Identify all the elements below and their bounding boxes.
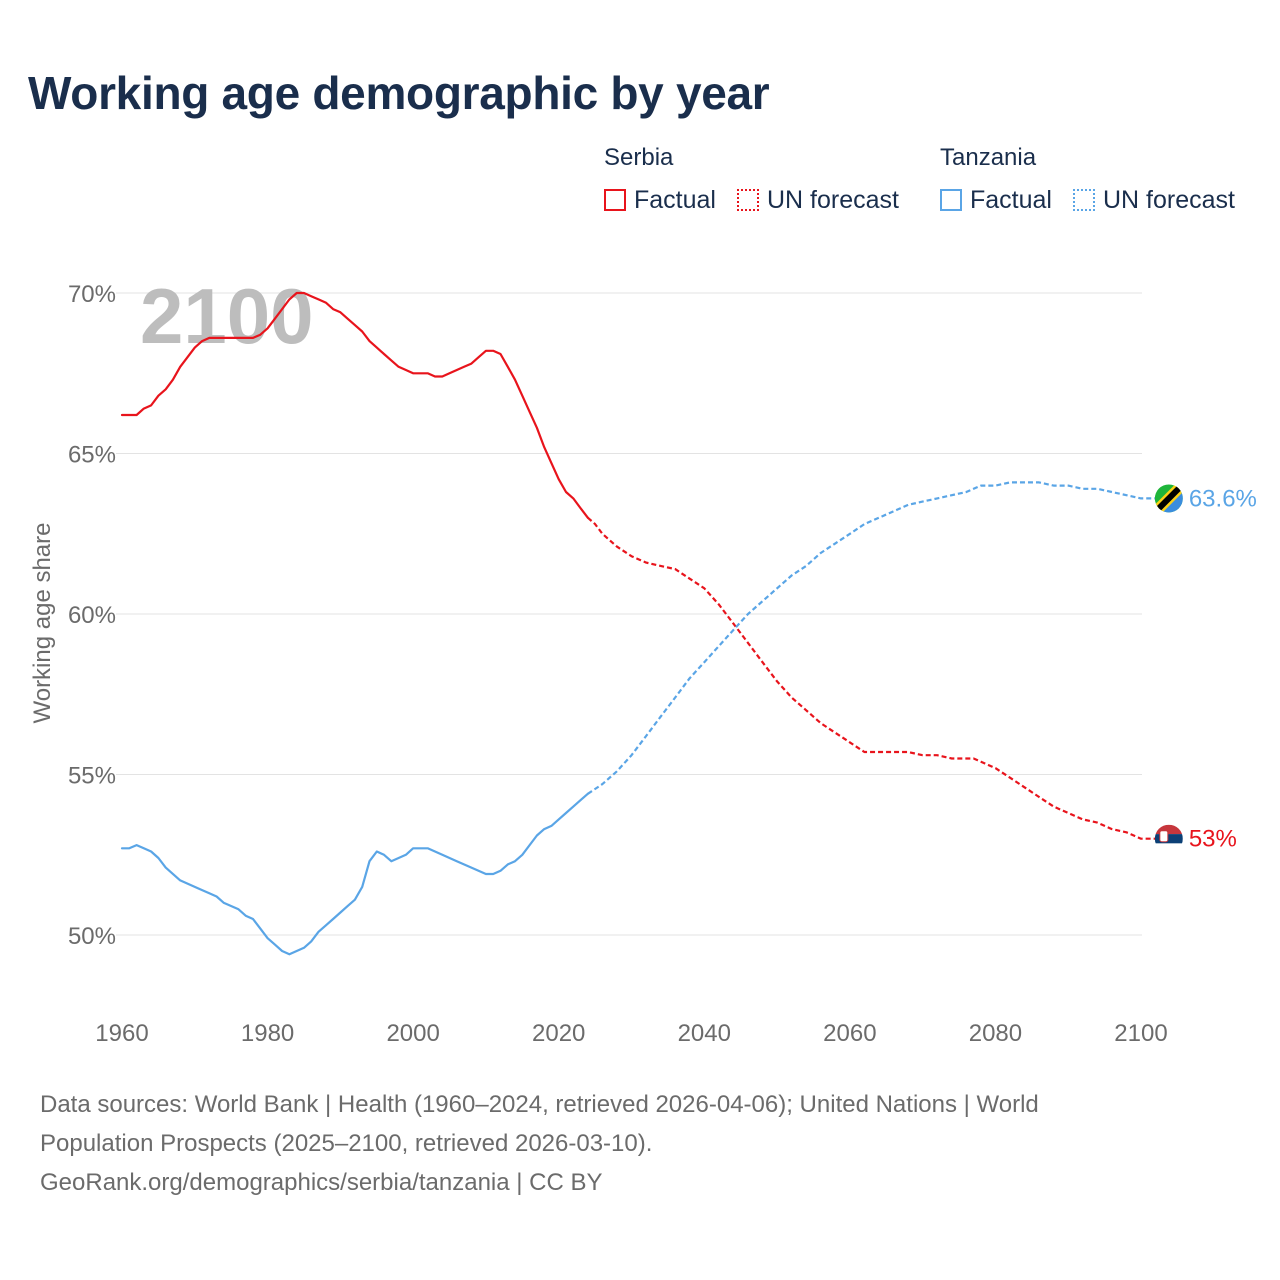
legend-serbia-forecast-label: UN forecast xyxy=(767,185,899,214)
legend-serbia-factual-label: Factual xyxy=(634,185,716,214)
data-sources: Data sources: World Bank | Health (1960–… xyxy=(40,1085,1220,1202)
chart-title: Working age demographic by year xyxy=(28,67,770,119)
serbia-end-value-label: 53% xyxy=(1189,826,1237,853)
series-lines xyxy=(120,291,1163,956)
x-tick-label: 2020 xyxy=(532,1020,585,1047)
legend-serbia-factual-swatch xyxy=(604,189,626,211)
y-tick-label: 55% xyxy=(68,763,116,790)
legend-tanzania-factual[interactable]: Factual xyxy=(940,186,1052,214)
end-markers: 53% 63.6% xyxy=(1154,484,1257,853)
serbia-factual-line xyxy=(120,291,589,519)
x-tick-label: 2060 xyxy=(823,1020,876,1047)
legend-tanzania-forecast-swatch xyxy=(1073,189,1095,211)
legend-serbia-forecast-swatch xyxy=(737,189,759,211)
x-tick-label: 2000 xyxy=(386,1020,439,1047)
x-tick-label: 2100 xyxy=(1114,1020,1167,1047)
tanzania-forecast-line xyxy=(587,481,1163,795)
sources-line-3[interactable]: GeoRank.org/demographics/serbia/tanzania… xyxy=(40,1169,603,1196)
sources-line-1: Data sources: World Bank | Health (1960–… xyxy=(40,1091,1039,1118)
legend-tanzania-title: Tanzania xyxy=(940,144,1037,171)
y-tick-label: 60% xyxy=(68,602,116,629)
serbia-forecast-line xyxy=(587,516,1163,840)
tanzania-end-value-label: 63.6% xyxy=(1189,485,1257,512)
legend-serbia-title: Serbia xyxy=(604,144,674,171)
y-tick-label: 70% xyxy=(68,281,116,308)
x-tick-label: 2040 xyxy=(678,1020,731,1047)
y-tick-label: 50% xyxy=(68,923,116,950)
legend-tanzania-forecast-label: UN forecast xyxy=(1103,185,1235,214)
legend-tanzania-factual-swatch xyxy=(940,189,962,211)
year-watermark: 2100 xyxy=(140,272,314,360)
legend-tanzania-factual-label: Factual xyxy=(970,185,1052,214)
serbia-flag-icon xyxy=(1154,824,1183,853)
tanzania-factual-line xyxy=(120,792,589,956)
x-tick-label: 2080 xyxy=(969,1020,1022,1047)
y-tick-label: 65% xyxy=(68,442,116,469)
tanzania-flag-icon xyxy=(1154,484,1183,513)
y-axis-tick-labels: 50% 55% 60% 65% 70% xyxy=(68,281,116,950)
x-axis-tick-labels: 1960 1980 2000 2020 2040 2060 2080 2100 xyxy=(95,1020,1167,1047)
gridlines xyxy=(116,292,1142,936)
x-tick-label: 1960 xyxy=(95,1020,148,1047)
x-tick-label: 1980 xyxy=(241,1020,294,1047)
sources-line-2: Population Prospects (2025–2100, retriev… xyxy=(40,1130,653,1157)
y-axis-label: Working age share xyxy=(29,523,56,724)
legend-tanzania-forecast[interactable]: UN forecast xyxy=(1073,186,1235,214)
legend-serbia-forecast[interactable]: UN forecast xyxy=(737,186,899,214)
legend-serbia-factual[interactable]: Factual xyxy=(604,186,716,214)
